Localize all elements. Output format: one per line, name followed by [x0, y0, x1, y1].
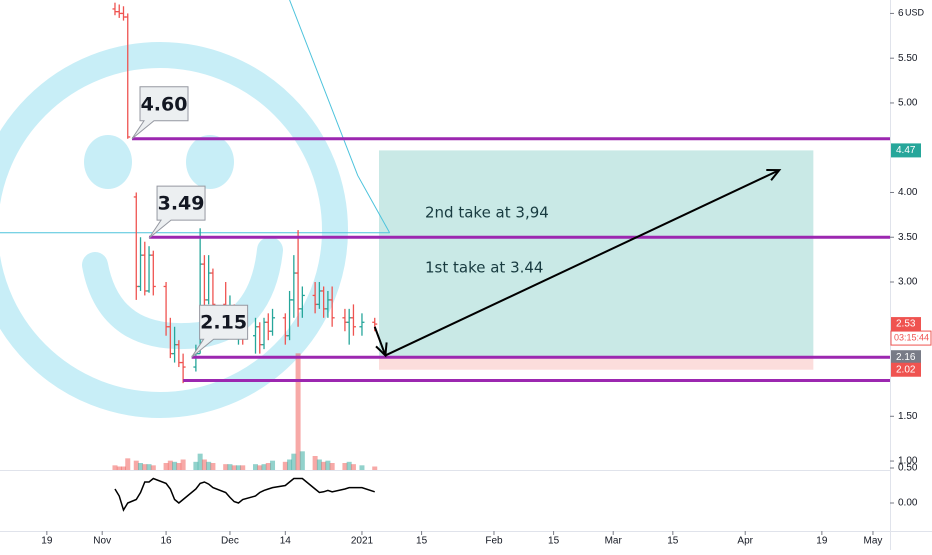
volume-bar [227, 464, 233, 470]
callout-label: 2.15 [200, 312, 247, 334]
volume-bar [329, 463, 335, 470]
volume-bar [125, 458, 131, 470]
price-tag [891, 362, 921, 377]
x-tick-label: Apr [737, 536, 753, 547]
volume-bar [299, 451, 305, 470]
x-tick-label: 15 [667, 536, 679, 547]
price-tag-label: 2.53 [896, 319, 916, 330]
y-tick-label: 3.50 [898, 232, 918, 243]
volume-bar [133, 460, 139, 470]
y-tick-label: 3.00 [898, 277, 918, 288]
volume-bar [150, 465, 156, 470]
y-tick-label: 1.00 [898, 456, 918, 467]
volume-bar [201, 459, 207, 470]
callout-box [131, 86, 189, 140]
volume-bar [176, 463, 182, 470]
x-tick-label: 15 [416, 536, 428, 547]
price-tag [891, 317, 921, 332]
currency: USD [905, 7, 925, 17]
volume-bar [261, 464, 267, 470]
volume-bar [372, 466, 378, 470]
arrow [384, 168, 782, 357]
volume-bar [346, 461, 352, 470]
arrow [373, 326, 388, 358]
volume-bar [231, 465, 237, 470]
volume-bar [312, 456, 318, 470]
volume-bar [223, 464, 229, 470]
volume-bar [240, 465, 246, 470]
volume-bar [253, 464, 259, 470]
x-tick-label: 15 [548, 536, 560, 547]
volume-bar [282, 461, 288, 470]
volume-bar [193, 461, 199, 470]
volume-bar [206, 461, 212, 470]
volume-bar [172, 461, 178, 470]
price-tag-label: 2.16 [896, 352, 916, 363]
price-tag [891, 143, 921, 158]
volume-bar [359, 465, 365, 470]
callout-label: 3.49 [158, 193, 205, 215]
callout-box [191, 304, 249, 358]
volume-bar [321, 461, 327, 470]
x-tick-label: 2021 [351, 536, 374, 547]
y-tick-label: 6 [898, 8, 904, 19]
volume-bar [142, 464, 148, 470]
x-tick-label: 14 [280, 536, 292, 547]
volume-bar [116, 466, 122, 470]
volume-bar [163, 463, 169, 470]
volume-bar [180, 459, 186, 470]
volume-bar [210, 463, 216, 470]
price-tag [891, 350, 921, 365]
trend-line [289, 0, 391, 234]
volume-bar [265, 463, 271, 470]
y-tick-label: 0.50 [898, 463, 918, 474]
note: 2nd take at 3,94 [425, 204, 549, 222]
watermark-eyes [84, 135, 234, 189]
x-tick-label: 19 [41, 536, 53, 547]
x-tick-label: Nov [93, 536, 111, 547]
volume-bar [316, 459, 322, 470]
volume-bar [146, 464, 152, 470]
x-tick-label: May [864, 536, 883, 547]
y-tick-label: 5.50 [898, 53, 918, 64]
volume-bar [270, 460, 276, 470]
y-tick-label: 4.00 [898, 187, 918, 198]
countdown: 03:15:44 [894, 332, 929, 342]
x-tick-label: 19 [816, 536, 828, 547]
indicator-panel [114, 477, 375, 512]
callout-label: 4.60 [141, 93, 188, 115]
callout-box [148, 185, 206, 239]
x-tick-label: Mar [605, 536, 623, 547]
plot [0, 0, 890, 470]
volume-bar [120, 466, 126, 470]
target-zone [378, 150, 814, 358]
y-tick-label: 5.00 [898, 98, 918, 109]
x-tick-label: 16 [161, 536, 173, 547]
volume-bar [350, 464, 356, 470]
volume-bar [295, 353, 301, 470]
volume-bar [291, 453, 297, 470]
y-tick-label: 0.00 [898, 498, 918, 509]
volume-bar [257, 465, 263, 470]
volume-bar [197, 453, 203, 470]
volume-bar [167, 460, 173, 470]
volume-bar [112, 465, 118, 470]
price-tag-label: 2.02 [896, 364, 916, 375]
price-tag-label: 4.47 [896, 145, 916, 156]
volume-bar [325, 460, 331, 470]
indicator-line [114, 477, 375, 512]
volume-bar [138, 463, 144, 470]
countdown-box [890, 330, 932, 346]
stop-zone [378, 357, 814, 370]
y-tick-label: 1.50 [898, 411, 918, 422]
volume-bar [342, 463, 348, 470]
x-tick-label: Dec [221, 536, 239, 547]
x-tick-label: Feb [485, 536, 503, 547]
volume-bar [235, 465, 241, 470]
note: 1st take at 3.44 [425, 259, 543, 277]
volume-bar [287, 459, 293, 470]
